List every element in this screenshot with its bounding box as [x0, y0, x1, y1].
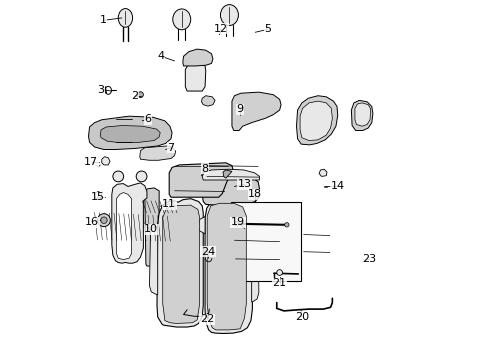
- Polygon shape: [251, 227, 258, 302]
- Text: 23: 23: [362, 254, 376, 264]
- Polygon shape: [202, 175, 259, 205]
- Ellipse shape: [118, 9, 132, 27]
- Text: 4: 4: [158, 51, 164, 61]
- Text: 1: 1: [99, 15, 106, 26]
- Polygon shape: [169, 163, 233, 197]
- Polygon shape: [94, 192, 102, 200]
- Text: 8: 8: [201, 163, 208, 174]
- Text: 5: 5: [264, 24, 271, 35]
- Text: 16: 16: [85, 217, 99, 227]
- Text: 2: 2: [131, 91, 138, 101]
- Ellipse shape: [172, 9, 190, 30]
- Text: 13: 13: [237, 179, 251, 189]
- Text: 20: 20: [294, 312, 308, 322]
- Text: 9: 9: [236, 104, 243, 114]
- Polygon shape: [140, 146, 175, 160]
- Circle shape: [276, 270, 282, 275]
- Text: 15: 15: [90, 192, 104, 202]
- Text: 3: 3: [98, 85, 104, 95]
- Text: 11: 11: [162, 199, 176, 209]
- Polygon shape: [183, 49, 212, 66]
- Polygon shape: [204, 197, 252, 333]
- Polygon shape: [157, 199, 203, 327]
- Polygon shape: [144, 188, 159, 266]
- Text: 19: 19: [230, 217, 244, 227]
- Polygon shape: [202, 169, 259, 180]
- Text: 10: 10: [144, 225, 158, 234]
- Circle shape: [101, 217, 107, 224]
- Circle shape: [137, 92, 143, 98]
- Text: 14: 14: [330, 181, 344, 192]
- Polygon shape: [354, 103, 370, 126]
- Polygon shape: [112, 183, 147, 263]
- Text: 7: 7: [167, 143, 174, 153]
- Polygon shape: [223, 170, 231, 178]
- Ellipse shape: [220, 5, 238, 26]
- Circle shape: [113, 171, 123, 182]
- Polygon shape: [149, 226, 158, 295]
- Polygon shape: [207, 203, 246, 330]
- Polygon shape: [319, 169, 326, 176]
- Text: 17: 17: [84, 157, 98, 167]
- Text: 18: 18: [248, 189, 262, 199]
- Polygon shape: [296, 96, 337, 145]
- Text: 21: 21: [272, 278, 286, 288]
- Text: 24: 24: [201, 247, 215, 257]
- Polygon shape: [116, 193, 131, 260]
- Polygon shape: [231, 92, 281, 131]
- Circle shape: [234, 222, 238, 226]
- Polygon shape: [198, 217, 204, 234]
- Polygon shape: [163, 205, 199, 323]
- Bar: [230, 202, 300, 281]
- Polygon shape: [185, 63, 205, 91]
- Polygon shape: [100, 126, 160, 142]
- Polygon shape: [201, 96, 215, 106]
- Circle shape: [136, 171, 147, 182]
- Circle shape: [284, 223, 288, 227]
- Text: 6: 6: [144, 114, 151, 124]
- Text: 12: 12: [214, 24, 228, 34]
- Polygon shape: [88, 116, 172, 149]
- Polygon shape: [351, 100, 372, 131]
- Text: 22: 22: [199, 314, 214, 324]
- Circle shape: [97, 214, 110, 226]
- Polygon shape: [102, 157, 110, 165]
- Polygon shape: [300, 101, 332, 140]
